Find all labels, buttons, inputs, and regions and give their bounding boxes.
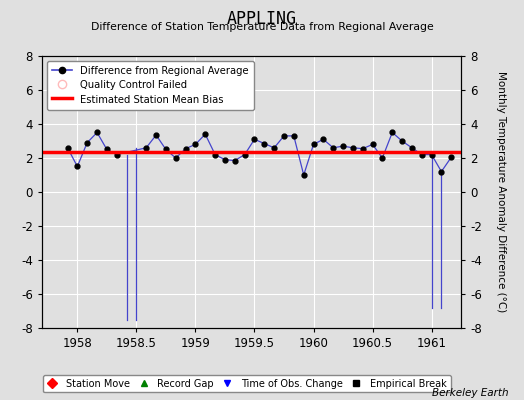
Legend: Station Move, Record Gap, Time of Obs. Change, Empirical Break: Station Move, Record Gap, Time of Obs. C… [42, 375, 451, 392]
Text: Difference of Station Temperature Data from Regional Average: Difference of Station Temperature Data f… [91, 22, 433, 32]
Y-axis label: Monthly Temperature Anomaly Difference (°C): Monthly Temperature Anomaly Difference (… [496, 71, 506, 313]
Text: APPLING: APPLING [227, 10, 297, 28]
Text: Berkeley Earth: Berkeley Earth [432, 388, 508, 398]
